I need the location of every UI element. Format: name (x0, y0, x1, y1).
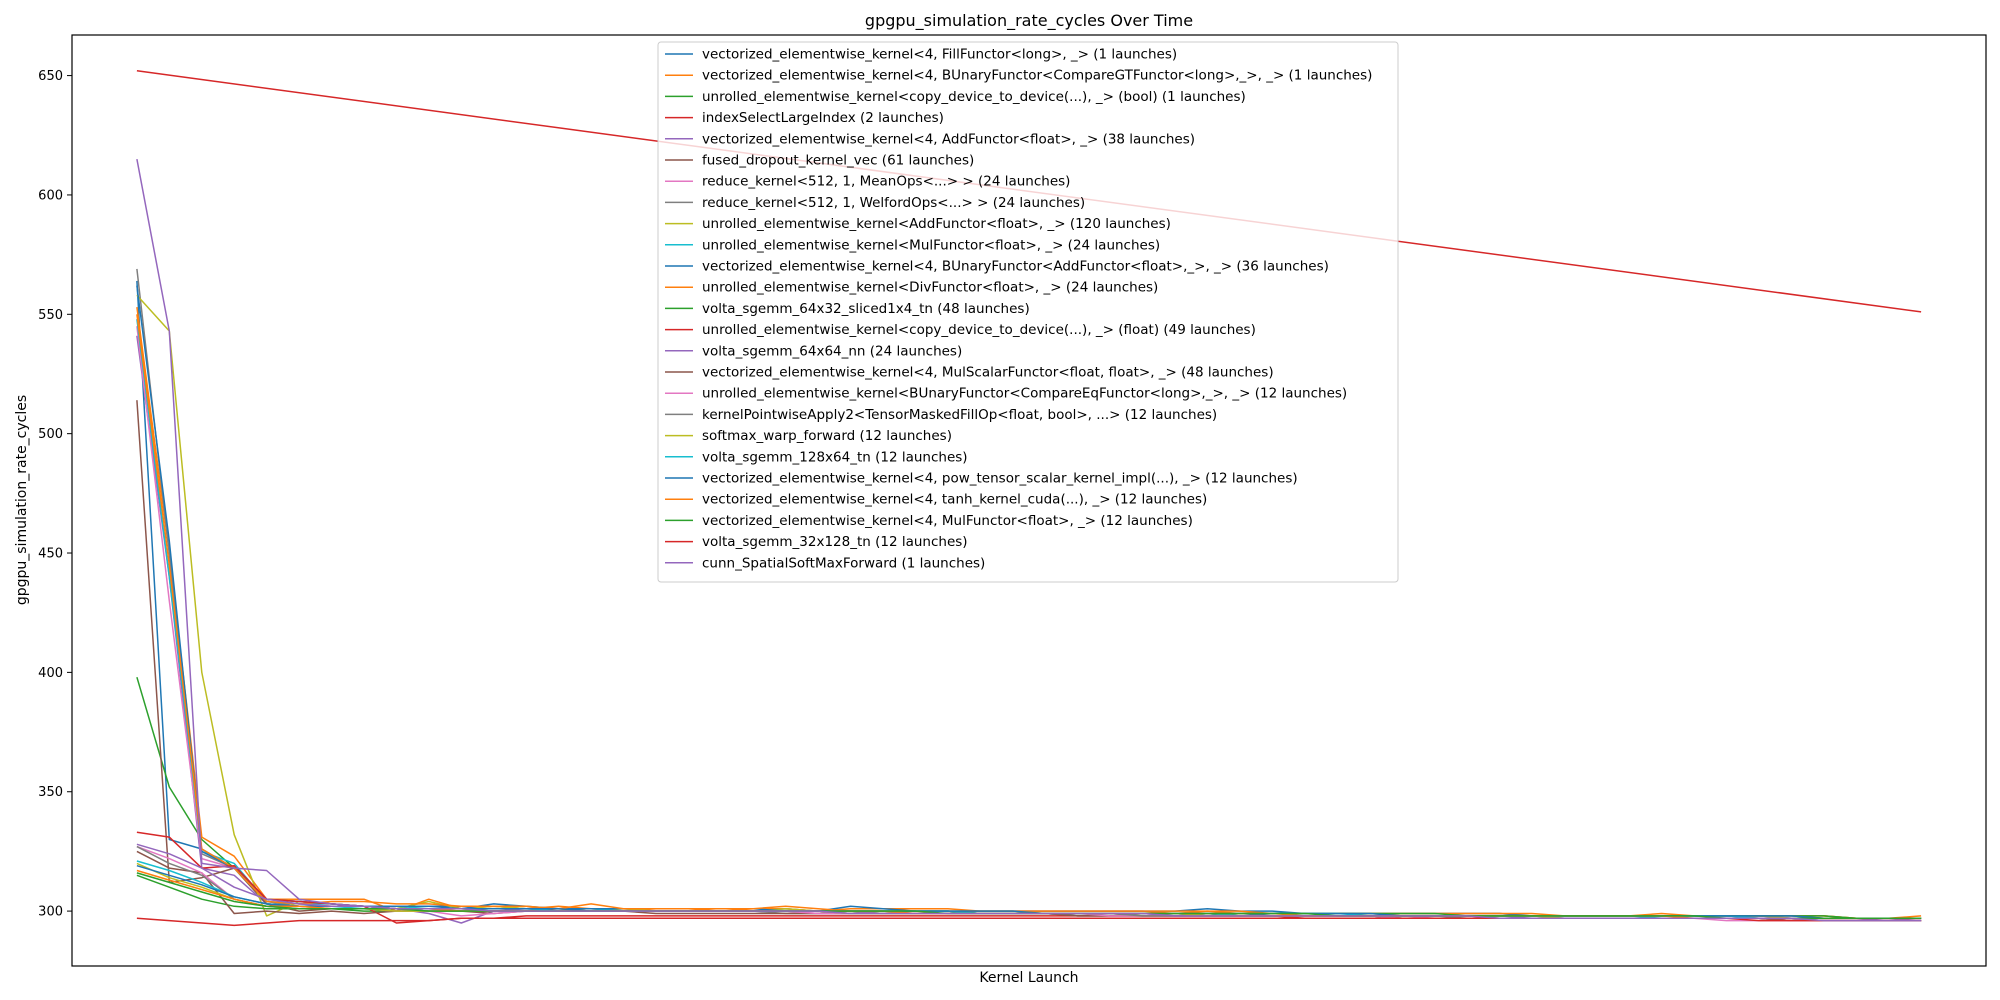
plot-lines (136, 70, 1922, 927)
legend-entry: vectorized_elementwise_kernel<4, pow_ten… (702, 471, 1298, 487)
legend-entry: volta_sgemm_128x64_tn (12 launches) (702, 449, 968, 465)
y-tick-label: 450 (38, 547, 63, 562)
legend-entry: indexSelectLargeIndex (2 launches) (702, 110, 944, 126)
y-tick-label: 600 (38, 188, 63, 203)
legend-entry: vectorized_elementwise_kernel<4, BUnaryF… (702, 68, 1372, 84)
plot-frame (71, 34, 1987, 967)
legend-entry: fused_dropout_kernel_vec (61 launches) (702, 153, 974, 169)
legend-entry: unrolled_elementwise_kernel<copy_device_… (702, 89, 1246, 105)
y-tick-label: 650 (38, 69, 63, 84)
legend-entry: unrolled_elementwise_kernel<BUnaryFuncto… (702, 386, 1347, 402)
legend-entry: volta_sgemm_64x32_sliced1x4_tn (48 launc… (702, 301, 1030, 317)
y-axis: 300 350 400 450 500 550 600 650 (38, 69, 72, 920)
legend-entry: reduce_kernel<512, 1, MeanOps<...> > (24… (702, 174, 1070, 190)
legend-entry: vectorized_elementwise_kernel<4, FillFun… (702, 47, 1177, 63)
legend-entry: unrolled_elementwise_kernel<MulFunctor<f… (702, 237, 1160, 253)
legend-entry: vectorized_elementwise_kernel<4, tanh_ke… (702, 492, 1207, 508)
legend-entry: volta_sgemm_32x128_tn (12 launches) (702, 534, 968, 550)
legend-entry: cunn_SpatialSoftMaxForward (1 launches) (702, 555, 985, 571)
legend-entry: vectorized_elementwise_kernel<4, AddFunc… (702, 131, 1195, 147)
legend-entry: vectorized_elementwise_kernel<4, MulFunc… (702, 513, 1193, 529)
legend-entry: vectorized_elementwise_kernel<4, BUnaryF… (702, 259, 1329, 275)
legend-entry: softmax_warp_forward (12 launches) (702, 428, 952, 444)
legend: vectorized_elementwise_kernel<4, FillFun… (657, 41, 1399, 583)
y-tick-label: 550 (38, 308, 63, 323)
x-axis-label: Kernel Launch (979, 970, 1078, 986)
legend-entry: reduce_kernel<512, 1, WelfordOps<...> > … (702, 195, 1085, 211)
y-tick-label: 350 (38, 785, 63, 800)
chart-title: gpgpu_simulation_rate_cycles Over Time (865, 11, 1193, 31)
legend-entry: vectorized_elementwise_kernel<4, MulScal… (702, 365, 1274, 381)
legend-entry: unrolled_elementwise_kernel<copy_device_… (702, 322, 1256, 338)
y-axis-label: gpgpu_simulation_rate_cycles (14, 395, 30, 605)
legend-entry: volta_sgemm_64x64_nn (24 launches) (702, 343, 962, 359)
legend-entry: unrolled_elementwise_kernel<DivFunctor<f… (702, 280, 1158, 296)
y-tick-label: 400 (38, 666, 63, 681)
legend-entry: unrolled_elementwise_kernel<AddFunctor<f… (702, 216, 1171, 232)
legend-box (657, 41, 1399, 583)
y-tick-label: 500 (38, 427, 63, 442)
legend-entry: kernelPointwiseApply2<TensorMaskedFillOp… (702, 407, 1217, 423)
series-line-2 (136, 676, 1922, 920)
y-tick-label: 300 (38, 905, 63, 920)
series-line-24 (136, 843, 1922, 922)
